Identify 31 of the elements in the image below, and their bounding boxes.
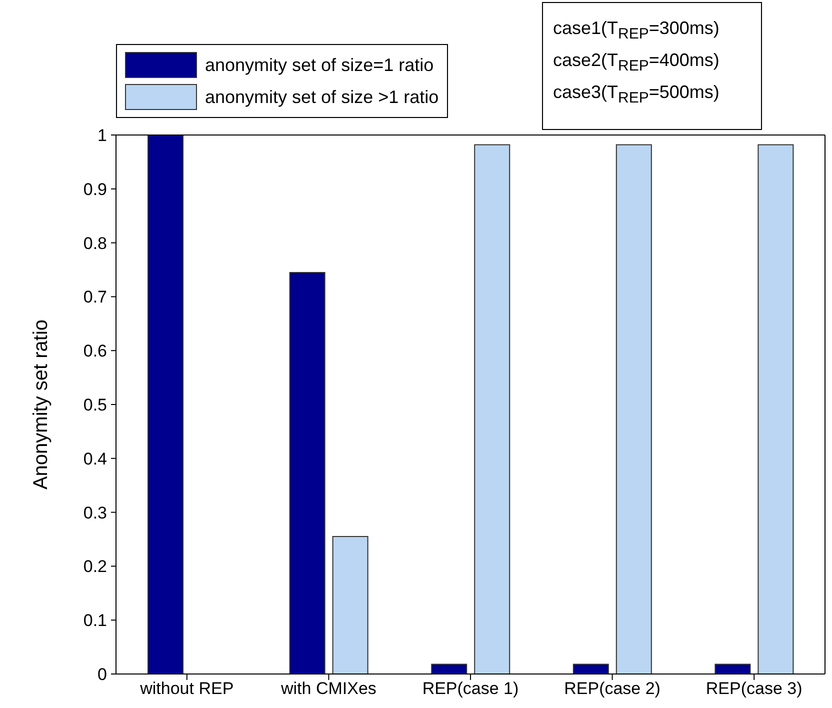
bar [714,664,751,674]
x-tick-label: REP(case 3) [706,679,802,698]
y-tick-label: 0.4 [83,449,107,468]
x-tick-label: REP(case 2) [564,679,660,698]
bar [616,144,652,674]
y-tick-label: 0.6 [83,342,107,361]
y-tick-label: 0.7 [83,288,107,307]
bar [572,664,609,674]
text: case1(T$_{REP}$=300ms) [553,17,720,43]
text: case2(T$_{REP}$=400ms) [553,49,720,75]
x-tick-label: without REP [139,679,234,698]
bar [758,144,794,674]
y-tick-label: 0.8 [83,234,107,253]
bar [289,272,326,674]
bar [148,135,184,674]
y-tick-label: 0.9 [83,180,107,199]
y-tick-label: 0 [98,665,107,684]
y-tick-label: 1 [98,126,107,146]
text: case3(T$_{REP}$=500ms) [553,81,720,107]
x-tick-label: REP(case 1) [422,679,519,698]
y-tick-label: 0.1 [83,611,107,630]
y-tick-label: 0.5 [83,396,107,415]
legend-label: anonymity set of size >1 ratio [205,86,439,108]
y-tick-label: 0.2 [83,557,107,576]
legend-label: anonymity set of size=1 ratio [205,54,434,76]
bar [431,664,468,674]
x-tick-label: with CMIXes [280,679,376,698]
y-axis-title: Anonymity set ratio [30,319,52,490]
y-tick-label: 0.3 [83,503,107,522]
bar [332,536,368,674]
bar [474,144,510,674]
